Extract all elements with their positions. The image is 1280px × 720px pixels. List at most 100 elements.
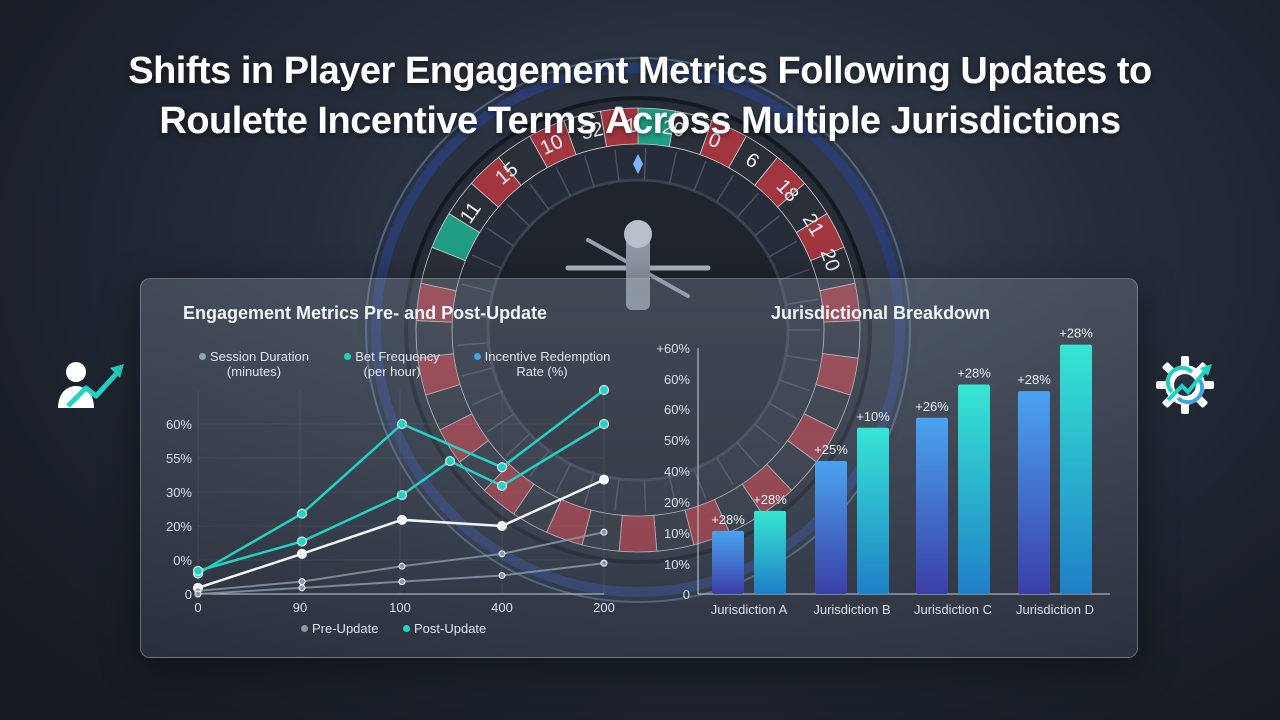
wheel-fret: [461, 367, 494, 377]
data-point: [193, 565, 203, 576]
bar-value-label: +28%: [1059, 326, 1093, 341]
bar-pre-update: [916, 417, 948, 594]
wheel-fret: [716, 174, 735, 203]
data-point: [498, 550, 506, 558]
wheel-spindle: [626, 230, 650, 310]
wheel-fret: [583, 155, 595, 187]
x-tick-label: 90: [293, 600, 307, 615]
y-tick-label: 0%: [173, 553, 192, 568]
title-line-2: Roulette Incentive Terms Across Multiple…: [159, 100, 1121, 142]
wheel-fret: [779, 379, 810, 392]
wheel-fret: [736, 442, 759, 468]
y-tick-label: 0: [185, 587, 192, 602]
wheel-fret: [471, 254, 502, 269]
wheel-fret: [643, 479, 647, 512]
bar-value-label: +28%: [711, 512, 745, 527]
gear-refresh-icon: [1152, 352, 1218, 423]
wheel-fret: [736, 192, 759, 218]
wheel-fret: [785, 298, 818, 306]
wheel-fret: [506, 203, 531, 227]
wheel-fret: [461, 283, 494, 293]
bar-pre-update: [712, 530, 744, 594]
wheel-spindle-knob: [624, 220, 652, 248]
bar-pre-update: [815, 461, 847, 594]
x-tick-label: 100: [389, 600, 411, 615]
data-point: [297, 536, 307, 547]
legend-label: Post-Update: [414, 621, 487, 636]
x-tick-label: 0: [194, 600, 201, 615]
wheel-fret: [693, 160, 707, 192]
wheel-fret: [668, 151, 678, 184]
bar-value-label: +10%: [856, 409, 890, 424]
data-point: [599, 474, 609, 485]
legend-session-duration: Session Duration (minutes): [189, 349, 319, 379]
y-tick-label: +60%: [656, 341, 690, 356]
legend-dot: [199, 353, 206, 360]
legend-label-sub: (per hour): [363, 364, 421, 379]
data-point: [398, 578, 406, 586]
legend-label: Session Duration: [210, 349, 309, 364]
wheel-number: 1: [625, 115, 637, 137]
x-tick-label: 200: [593, 600, 615, 615]
data-point: [497, 521, 507, 531]
wheel-pocket: [600, 107, 639, 148]
x-tick-label: 400: [491, 600, 513, 615]
bar-post-update: [754, 510, 786, 594]
wheel-fret: [716, 457, 735, 486]
bar-value-label: +28%: [753, 492, 787, 507]
y-tick-label: 20%: [166, 519, 192, 534]
series-line-teal: [197, 422, 605, 573]
data-point: [397, 490, 407, 501]
wheel-blue-ring: [371, 63, 905, 597]
legend-post-update: Post-Update: [403, 621, 486, 636]
wheel-fret: [768, 402, 798, 420]
right-chart-title: Jurisdictional Breakdown: [771, 303, 991, 323]
y-tick-label: 30%: [166, 485, 192, 500]
legend-dot: [473, 353, 481, 360]
data-point: [397, 514, 407, 525]
y-tick-label: 0: [683, 587, 690, 602]
wheel-fret: [754, 215, 781, 237]
data-point: [298, 578, 306, 586]
bar-post-update: [857, 427, 889, 594]
legend-bet-frequency: Bet Frequency (per hour): [337, 349, 447, 379]
wheel-fret: [529, 183, 550, 210]
wheel-fret: [583, 473, 595, 505]
legend-incentive-redemption: Incentive Redemption Rate (%): [467, 349, 617, 379]
wheel-fret: [486, 227, 515, 247]
y-tick-label: 10%: [664, 526, 690, 541]
data-point: [445, 456, 455, 467]
wheel-fret: [668, 476, 678, 509]
data-point: [194, 590, 202, 598]
category-label: Jurisdiction B: [813, 602, 890, 617]
wheel-fret: [614, 149, 620, 182]
data-point: [600, 528, 608, 536]
wheel-number: 20: [661, 116, 687, 142]
data-point: [497, 462, 507, 473]
legend-label: Incentive Redemption: [484, 349, 611, 364]
wheel-fret: [506, 433, 531, 457]
y-tick-label: 60%: [664, 372, 690, 387]
wheel-fret: [785, 354, 818, 362]
bar-value-label: +25%: [814, 442, 848, 457]
y-tick-label: 20%: [664, 495, 690, 510]
wheel-fret: [555, 463, 572, 493]
wheel-fret: [768, 240, 798, 258]
bar-post-update: [1060, 344, 1092, 594]
data-point: [599, 385, 609, 395]
bar-post-update: [958, 384, 990, 594]
data-point: [298, 584, 306, 592]
legend-label: Pre-Update: [312, 621, 379, 636]
bar-value-label: +28%: [1017, 372, 1051, 387]
legend-label-sub: (minutes): [226, 364, 282, 379]
data-point: [398, 562, 406, 570]
page-title: Shifts in Player Engagement Metrics Foll…: [0, 46, 1280, 146]
wheel-fret: [456, 313, 489, 319]
y-tick-label: 50%: [664, 433, 690, 448]
wheel-fret: [779, 268, 810, 281]
data-point: [297, 508, 307, 519]
wheel-fret: [754, 423, 781, 445]
user-growth-icon: [56, 358, 126, 417]
legend-dot: [344, 353, 352, 360]
